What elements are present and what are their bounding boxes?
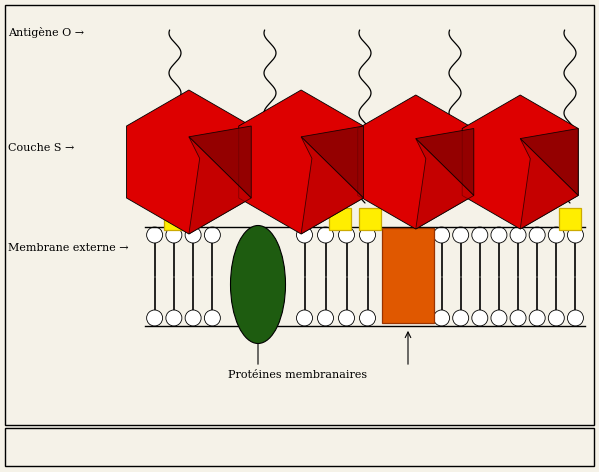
- Circle shape: [297, 310, 313, 326]
- Circle shape: [548, 310, 564, 326]
- Circle shape: [510, 310, 526, 326]
- Bar: [382, 228, 434, 323]
- Circle shape: [491, 227, 507, 243]
- Circle shape: [434, 310, 450, 326]
- Circle shape: [147, 310, 162, 326]
- Bar: [5, 5, 594, 425]
- Circle shape: [453, 310, 468, 326]
- Circle shape: [510, 227, 526, 243]
- Polygon shape: [126, 90, 251, 234]
- Polygon shape: [239, 90, 364, 234]
- Text: Protéines membranaires: Protéines membranaires: [228, 370, 368, 380]
- Circle shape: [204, 227, 220, 243]
- Polygon shape: [416, 139, 474, 229]
- Polygon shape: [520, 139, 578, 229]
- Circle shape: [185, 310, 201, 326]
- Text: Membrane externe →: Membrane externe →: [8, 243, 129, 253]
- Circle shape: [297, 227, 313, 243]
- Circle shape: [185, 227, 201, 243]
- Circle shape: [338, 227, 355, 243]
- Bar: [559, 208, 581, 230]
- Polygon shape: [301, 126, 364, 198]
- Polygon shape: [358, 95, 474, 229]
- Circle shape: [434, 227, 450, 243]
- Ellipse shape: [231, 226, 286, 344]
- Bar: [359, 208, 381, 230]
- Circle shape: [359, 310, 376, 326]
- Circle shape: [317, 227, 334, 243]
- Circle shape: [472, 310, 488, 326]
- Polygon shape: [416, 128, 474, 195]
- Text: Couche S →: Couche S →: [8, 143, 74, 153]
- Circle shape: [166, 310, 182, 326]
- Bar: [329, 208, 351, 230]
- Bar: [164, 208, 186, 230]
- Circle shape: [529, 310, 545, 326]
- Circle shape: [338, 310, 355, 326]
- Circle shape: [359, 227, 376, 243]
- Polygon shape: [520, 128, 578, 195]
- Text: Figure 2: Représentation schématique de la surface d'A. salmonicida. Inspiré de : Figure 2: Représentation schématique de …: [10, 442, 475, 452]
- Circle shape: [204, 310, 220, 326]
- Circle shape: [147, 227, 162, 243]
- Polygon shape: [301, 137, 364, 234]
- Circle shape: [453, 227, 468, 243]
- Polygon shape: [189, 126, 251, 198]
- Circle shape: [548, 227, 564, 243]
- Circle shape: [472, 227, 488, 243]
- Circle shape: [166, 227, 182, 243]
- Circle shape: [529, 227, 545, 243]
- Polygon shape: [462, 95, 578, 229]
- Text: Antigène O →: Antigène O →: [8, 26, 84, 37]
- Circle shape: [567, 310, 583, 326]
- Polygon shape: [189, 137, 251, 234]
- Circle shape: [317, 310, 334, 326]
- Circle shape: [491, 310, 507, 326]
- Bar: [5, 428, 594, 466]
- Circle shape: [567, 227, 583, 243]
